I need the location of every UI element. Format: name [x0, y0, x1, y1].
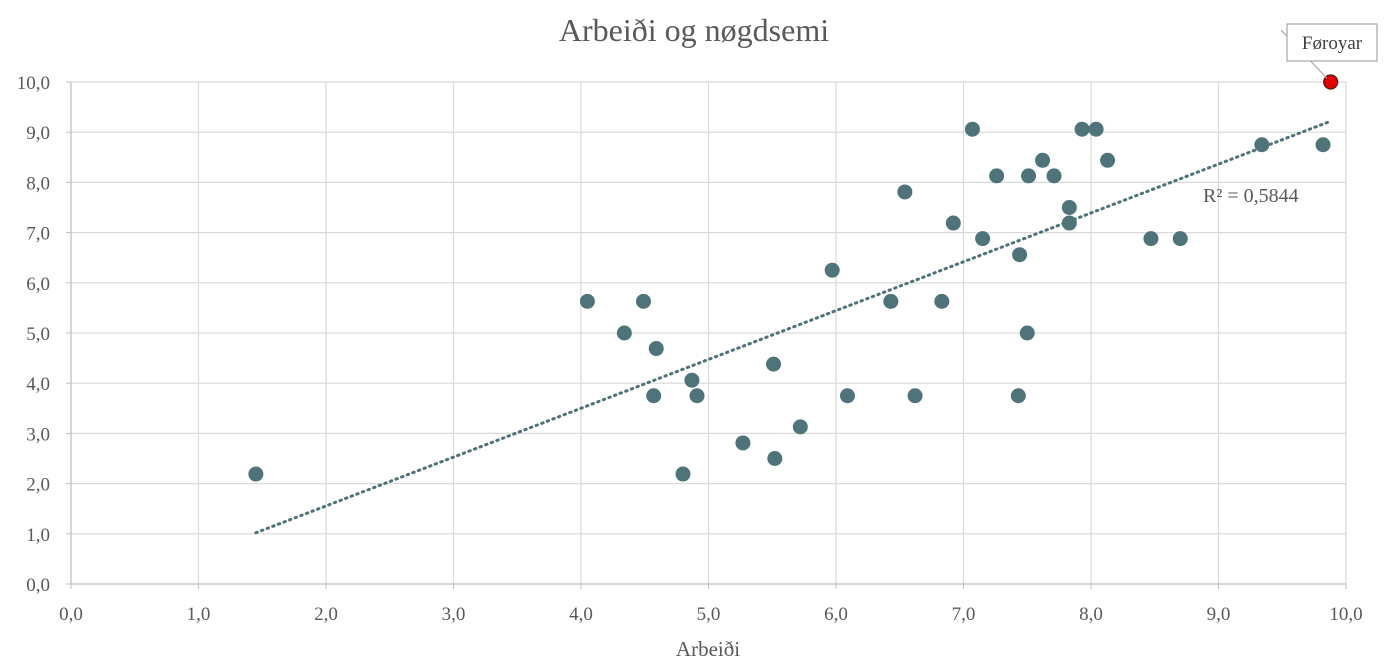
grid-lines — [71, 81, 1347, 584]
data-point — [635, 293, 651, 309]
y-tick-label: 5,0 — [26, 324, 50, 345]
data-point — [1035, 152, 1051, 168]
x-tick-label: 8,0 — [1079, 604, 1103, 625]
data-point — [735, 435, 751, 451]
data-point — [1061, 215, 1077, 231]
data-point — [616, 325, 632, 341]
data-point — [934, 293, 950, 309]
x-axis-label: Arbeiði — [676, 637, 740, 661]
axes — [66, 81, 1347, 589]
x-tick-label: 9,0 — [1207, 604, 1231, 625]
r-squared-label: R² = 0,5844 — [1203, 185, 1299, 207]
data-point — [1010, 388, 1026, 404]
data-points — [248, 74, 1339, 482]
y-tick-label: 8,0 — [26, 173, 50, 194]
y-tick-label: 4,0 — [26, 374, 50, 395]
y-tick-label: 2,0 — [26, 475, 50, 496]
data-point — [839, 388, 855, 404]
data-point — [897, 184, 913, 200]
data-point — [1074, 121, 1090, 137]
data-point — [579, 293, 595, 309]
data-point — [675, 466, 691, 482]
y-tick-label: 3,0 — [26, 424, 50, 445]
y-tick-labels: 0,0 1,0 2,0 3,0 4,0 5,0 6,0 7,0 8,0 9,0 10,0 — [17, 73, 50, 596]
data-point — [1088, 121, 1104, 137]
y-tick-label: 7,0 — [26, 224, 50, 245]
data-point-highlighted — [1323, 74, 1339, 90]
data-point — [1019, 325, 1035, 341]
x-tick-label: 2,0 — [314, 604, 338, 625]
x-tick-labels: 0,0 1,0 2,0 3,0 4,0 5,0 6,0 7,0 8,0 9,0 10,0 — [59, 604, 1363, 625]
y-tick-label: 0,0 — [26, 575, 50, 596]
x-tick-label: 5,0 — [697, 604, 721, 625]
data-point — [1061, 200, 1077, 215]
x-tick-label: 6,0 — [824, 604, 848, 625]
data-point — [792, 419, 808, 435]
y-tick-label: 1,0 — [26, 525, 50, 546]
data-point — [883, 293, 899, 309]
data-point — [945, 215, 961, 231]
y-tick-label: 9,0 — [26, 123, 50, 144]
x-tick-label: 4,0 — [569, 604, 593, 625]
callout-group: Føroyar — [1280, 23, 1378, 79]
data-point — [766, 356, 782, 372]
callout-box — [1286, 23, 1378, 62]
data-point — [1046, 168, 1062, 184]
data-point — [907, 388, 923, 404]
x-tick-label: 10,0 — [1329, 604, 1362, 625]
data-point — [989, 168, 1005, 184]
data-point — [964, 121, 980, 137]
data-point — [648, 341, 664, 357]
callout-label: Føroyar — [1302, 33, 1363, 54]
x-tick-label: 7,0 — [952, 604, 976, 625]
data-point — [1100, 152, 1116, 168]
data-point — [1143, 231, 1159, 247]
trendline-group — [254, 119, 1333, 535]
data-point — [767, 451, 783, 466]
y-tick-label: 10,0 — [17, 73, 50, 94]
data-point — [1012, 247, 1028, 263]
data-point — [1254, 137, 1270, 153]
data-point — [684, 372, 700, 388]
y-tick-label: 6,0 — [26, 274, 50, 295]
data-point — [1315, 137, 1331, 153]
data-point — [689, 388, 705, 404]
data-point — [1172, 231, 1188, 247]
data-point — [248, 466, 264, 482]
data-point — [824, 262, 840, 278]
x-tick-label: 1,0 — [187, 604, 211, 625]
x-tick-label: 0,0 — [59, 604, 83, 625]
data-point — [975, 231, 991, 247]
data-point — [646, 388, 662, 404]
trendline — [254, 119, 1333, 535]
chart-title: Arbeiði og nøgdsemi — [559, 12, 829, 48]
x-tick-label: 3,0 — [442, 604, 466, 625]
data-point — [1021, 168, 1037, 184]
